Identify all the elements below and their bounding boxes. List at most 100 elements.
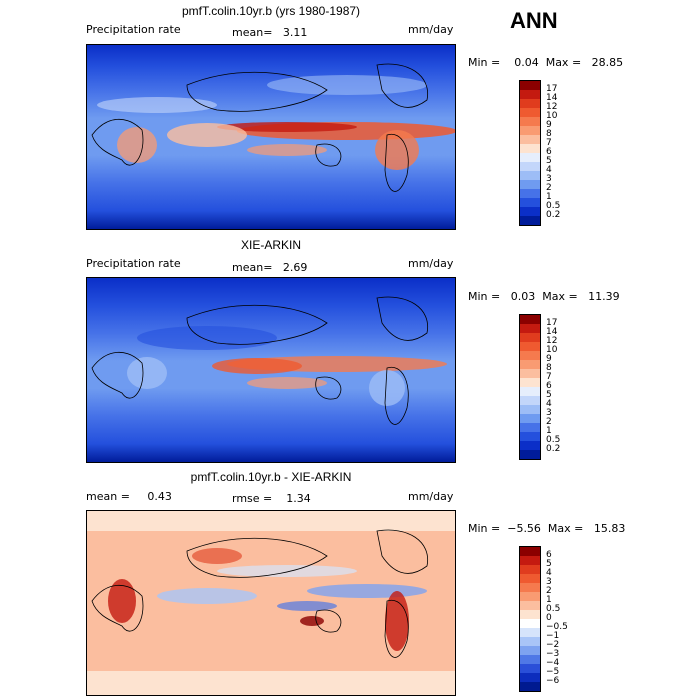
colorbar-swatch (520, 333, 540, 342)
colorbar-swatch (520, 90, 540, 99)
colorbar-swatch (520, 387, 540, 396)
colorbar-label: 4 (546, 568, 552, 578)
colorbar-swatch (520, 547, 540, 556)
panel-1-colorbar (519, 80, 541, 226)
panel-2-mean: mean= 2.69 (232, 261, 308, 274)
panel-1-colorbar-labels: 17 14 12 10 9 8 7 6 5 4 3 2 1 0.5 0.2 (546, 80, 561, 220)
colorbar-swatch (520, 171, 540, 180)
colorbar-label: 2 (546, 586, 552, 596)
colorbar-swatch (520, 360, 540, 369)
panel-1-minmax: Min = 0.04 Max = 28.85 (468, 56, 624, 69)
colorbar-swatch (520, 610, 540, 619)
colorbar-label: 9 (546, 354, 552, 364)
colorbar-label: 0.5 (546, 604, 561, 614)
colorbar-swatch (520, 405, 540, 414)
panel-2-colorbar-labels: 17 14 12 10 9 8 7 6 5 4 3 2 1 0.5 0.2 (546, 314, 560, 454)
colorbar-swatch (520, 619, 540, 628)
colorbar-label: 3 (546, 174, 552, 184)
panel-3-map-graphic (87, 511, 455, 695)
colorbar-label: 0.5 (546, 201, 561, 211)
colorbar-swatch (520, 583, 540, 592)
colorbar-swatch (520, 646, 540, 655)
colorbar-swatch (520, 673, 540, 682)
colorbar-label: 17 (546, 84, 558, 94)
colorbar-label: 8 (546, 363, 552, 373)
colorbar-label: 1 (546, 192, 552, 202)
colorbar-swatch (520, 682, 540, 691)
colorbar-label: 4 (546, 165, 552, 175)
colorbar-swatch (520, 315, 540, 324)
colorbar-label: 10 (546, 111, 558, 121)
colorbar-label: 0 (546, 613, 552, 623)
colorbar-swatch (520, 556, 540, 565)
panel-3-minmax: Min = −5.56 Max = 15.83 (468, 522, 626, 535)
colorbar-swatch (520, 441, 540, 450)
colorbar-label: 12 (546, 102, 558, 112)
colorbar-swatch (520, 135, 540, 144)
colorbar-swatch (520, 126, 540, 135)
colorbar-label: −0.5 (546, 622, 568, 632)
colorbar-swatch (520, 601, 540, 610)
colorbar-label: −2 (546, 640, 560, 650)
panel-1-unit: mm/day (408, 23, 454, 36)
colorbar-label: 1 (546, 426, 552, 436)
panel-1-map (86, 44, 456, 230)
colorbar-swatch (520, 369, 540, 378)
panel-3-rmse: rmse = 1.34 (232, 492, 311, 505)
panel-3-mean: mean = 0.43 (86, 490, 172, 503)
colorbar-label: −4 (546, 658, 560, 668)
colorbar-swatch (520, 655, 540, 664)
colorbar-label: 6 (546, 550, 552, 560)
colorbar-label: 14 (546, 93, 558, 103)
colorbar-label: 3 (546, 577, 552, 587)
panel-1-left-label: Precipitation rate (86, 23, 181, 36)
colorbar-swatch (520, 592, 540, 601)
colorbar-label: 2 (546, 183, 552, 193)
colorbar-label: 7 (546, 138, 552, 148)
panel-3-colorbar (519, 546, 541, 692)
colorbar-label: −5 (546, 667, 560, 677)
colorbar-swatch (520, 144, 540, 153)
colorbar-swatch (520, 432, 540, 441)
colorbar-label: 9 (546, 120, 552, 130)
colorbar-label: 12 (546, 336, 558, 346)
colorbar-label: 10 (546, 345, 558, 355)
colorbar-label: 17 (546, 318, 558, 328)
colorbar-swatch (520, 565, 540, 574)
colorbar-label: 5 (546, 559, 552, 569)
colorbar-label: 4 (546, 399, 552, 409)
panel-3-title: pmfT.colin.10yr.b - XIE-ARKIN (190, 470, 352, 484)
colorbar-swatch (520, 207, 540, 216)
colorbar-swatch (520, 378, 540, 387)
colorbar-swatch (520, 351, 540, 360)
colorbar-swatch (520, 423, 540, 432)
colorbar-label: 6 (546, 381, 552, 391)
panel-2-map-graphic (87, 278, 455, 462)
panel-2-colorbar (519, 314, 541, 460)
colorbar-swatch (520, 628, 540, 637)
colorbar-swatch (520, 324, 540, 333)
colorbar-swatch (520, 198, 540, 207)
panel-2-title: XIE-ARKIN (240, 238, 301, 252)
colorbar-label: 5 (546, 390, 552, 400)
colorbar-label: 6 (546, 147, 552, 157)
colorbar-swatch (520, 189, 540, 198)
colorbar-swatch (520, 81, 540, 90)
colorbar-swatch (520, 414, 540, 423)
colorbar-label: 3 (546, 408, 552, 418)
colorbar-label: 5 (546, 156, 552, 166)
colorbar-label: 7 (546, 372, 552, 382)
colorbar-swatch (520, 117, 540, 126)
colorbar-swatch (520, 664, 540, 673)
colorbar-label: −1 (546, 631, 560, 641)
colorbar-label: −6 (546, 676, 560, 686)
panel-2-minmax: Min = 0.03 Max = 11.39 (468, 290, 620, 303)
colorbar-swatch (520, 108, 540, 117)
colorbar-swatch (520, 450, 540, 459)
colorbar-swatch (520, 637, 540, 646)
panel-2-left-label: Precipitation rate (86, 257, 181, 270)
panel-2-unit: mm/day (408, 257, 454, 270)
season-label: ANN (510, 8, 558, 33)
colorbar-label: 1 (546, 595, 552, 605)
panel-3-colorbar-labels: 6 5 4 3 2 1 0.5 0 −0.5 −1 −2 −3 −4 −5 −6 (546, 546, 568, 686)
